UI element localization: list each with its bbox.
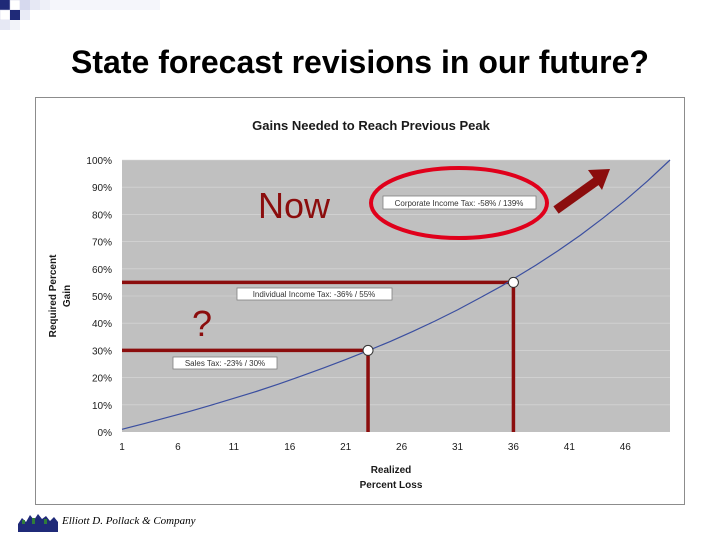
chart-panel: Gains Needed to Reach Previous Peak 0% 10… bbox=[35, 97, 685, 505]
x-axis-label-line1: Realized bbox=[371, 465, 412, 476]
corporate-callout-text: Corporate Income Tax: -58% / 139% bbox=[395, 199, 524, 208]
y-axis-ticks: 0% 10% 20% 30% 40% 50% 60% 70% 80% 90% 100% bbox=[86, 156, 112, 439]
y-axis-label-line1: Required Percent bbox=[48, 254, 59, 337]
y-tick-label: 90% bbox=[92, 183, 112, 194]
data-point-marker bbox=[362, 344, 374, 356]
series-line bbox=[121, 159, 671, 430]
question-annotation: ? bbox=[192, 303, 212, 344]
data-markers bbox=[362, 276, 519, 356]
gain-chart: Gains Needed to Reach Previous Peak 0% 10… bbox=[48, 118, 671, 491]
slide-title: State forecast revisions in our future? bbox=[71, 44, 649, 80]
highlight-circle bbox=[369, 166, 549, 240]
x-axis-ticks: 1 6 11 16 21 26 31 36 41 46 bbox=[119, 442, 631, 453]
guide-lines bbox=[122, 280, 516, 432]
x-tick-label: 16 bbox=[284, 442, 296, 453]
individual-callout: Individual Income Tax: -36% / 55% bbox=[236, 287, 393, 301]
x-tick-label: 26 bbox=[396, 442, 408, 453]
arrow-up-right-icon bbox=[553, 169, 610, 214]
x-tick-label: 11 bbox=[229, 442, 240, 453]
x-tick-label: 21 bbox=[340, 442, 352, 453]
y-tick-label: 60% bbox=[92, 265, 112, 276]
y-tick-label: 10% bbox=[92, 401, 112, 412]
sales-callout: Sales Tax: -23% / 30% bbox=[172, 356, 278, 370]
corporate-callout: Corporate Income Tax: -58% / 139% bbox=[382, 195, 537, 210]
chart-title: Gains Needed to Reach Previous Peak bbox=[252, 118, 490, 133]
y-tick-label: 70% bbox=[92, 238, 112, 249]
individual-callout-text: Individual Income Tax: -36% / 55% bbox=[253, 290, 376, 299]
corner-decoration bbox=[0, 0, 160, 30]
y-tick-label: 80% bbox=[92, 210, 112, 221]
y-tick-label: 40% bbox=[92, 319, 112, 330]
company-logo bbox=[18, 514, 58, 532]
y-tick-label: 20% bbox=[92, 374, 112, 385]
x-axis-label-line2: Percent Loss bbox=[360, 480, 423, 491]
y-tick-label: 50% bbox=[92, 292, 112, 303]
sales-callout-text: Sales Tax: -23% / 30% bbox=[185, 359, 265, 368]
x-tick-label: 31 bbox=[452, 442, 464, 453]
y-axis-label-line2: Gain bbox=[62, 285, 73, 307]
x-tick-label: 36 bbox=[508, 442, 520, 453]
footer-company-name: Elliott D. Pollack & Company bbox=[62, 515, 196, 527]
now-annotation: Now bbox=[258, 185, 331, 226]
data-point-marker bbox=[507, 276, 519, 288]
y-tick-label: 0% bbox=[98, 428, 113, 439]
x-tick-label: 46 bbox=[620, 442, 632, 453]
footer: Elliott D. Pollack & Company bbox=[18, 510, 318, 538]
y-tick-label: 100% bbox=[86, 156, 112, 167]
x-tick-label: 41 bbox=[564, 442, 576, 453]
x-tick-label: 6 bbox=[175, 442, 181, 453]
y-tick-label: 30% bbox=[92, 346, 112, 357]
x-tick-label: 1 bbox=[119, 442, 125, 453]
